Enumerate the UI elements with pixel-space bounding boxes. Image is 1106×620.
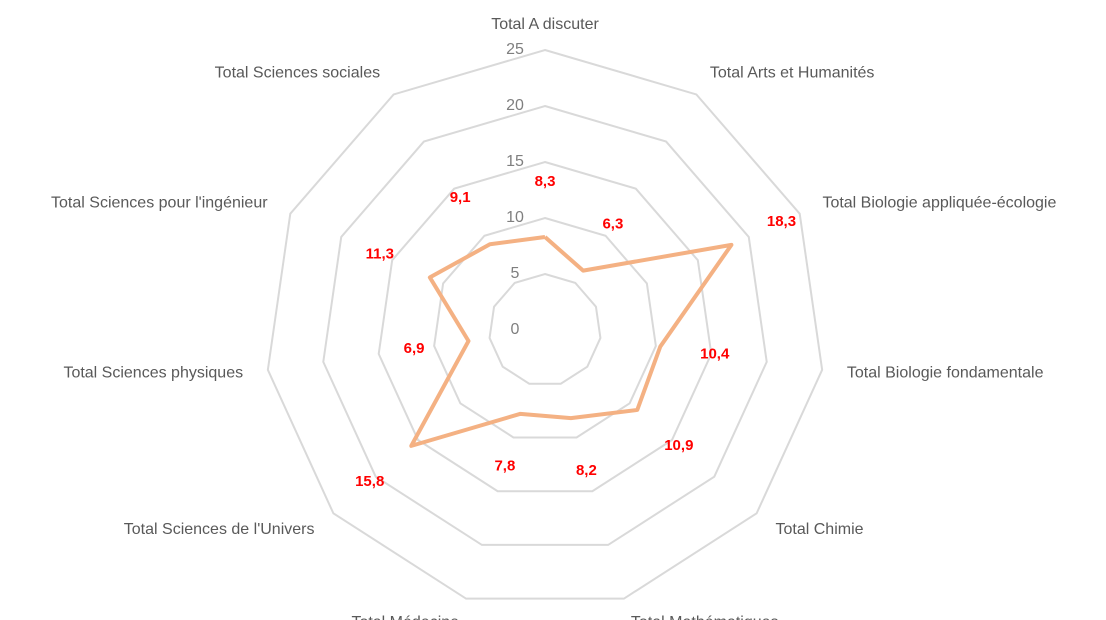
grid-ring: [377, 160, 713, 493]
r-tick-label: 5: [511, 265, 520, 282]
category-label: Total Médecine: [351, 614, 459, 620]
category-label: Total Biologie fondamentale: [847, 365, 1044, 382]
data-label: 10,4: [700, 345, 730, 362]
category-label: Total Chimie: [776, 521, 864, 538]
category-label: Total Mathématiques: [631, 614, 779, 620]
r-tick-label: 15: [506, 153, 524, 170]
grid-ring: [322, 104, 768, 546]
data-label: 18,3: [767, 213, 796, 230]
data-label: 10,9: [664, 437, 693, 454]
data-label: 8,3: [535, 173, 556, 190]
data-label: 7,8: [494, 458, 515, 475]
category-label: Total Sciences de l'Univers: [124, 521, 315, 538]
grid-ring: [488, 272, 602, 385]
r-tick-label: 20: [506, 97, 524, 114]
r-tick-label: 0: [511, 321, 520, 338]
category-label: Total Biologie appliquée-écologie: [822, 195, 1056, 212]
grid-ring: [266, 48, 824, 600]
data-label: 6,3: [602, 215, 623, 232]
category-label: Total Sciences physiques: [63, 365, 243, 382]
grid-ring: [433, 216, 657, 439]
r-tick-label: 25: [506, 41, 524, 58]
data-label: 6,9: [404, 340, 425, 357]
data-label: 8,2: [576, 462, 597, 479]
r-tick-label: 10: [506, 209, 524, 226]
data-label: 11,3: [366, 246, 394, 263]
category-label: Total A discuter: [491, 16, 599, 33]
data-label: 15,8: [355, 473, 384, 490]
data-label: 9,1: [450, 189, 471, 206]
category-label: Total Arts et Humanités: [710, 65, 875, 82]
data-line: [409, 235, 734, 448]
category-label: Total Sciences pour l'ingénieur: [51, 195, 268, 212]
category-label: Total Sciences sociales: [215, 65, 380, 82]
